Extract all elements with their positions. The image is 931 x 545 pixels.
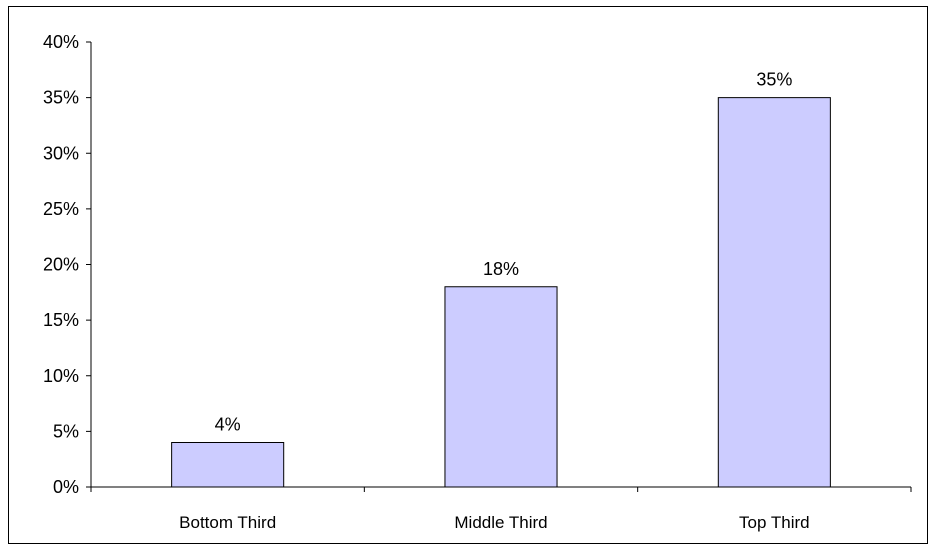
y-tick-label: 10% — [43, 366, 79, 386]
data-label: 35% — [756, 70, 792, 90]
bar-bottom-third — [171, 442, 285, 488]
bar-top-third — [717, 97, 831, 488]
x-category-label: Top Third — [739, 513, 810, 532]
y-tick-label: 35% — [43, 88, 79, 108]
bar-middle-third — [444, 286, 558, 488]
x-category-label: Middle Third — [454, 513, 547, 532]
y-tick-label: 5% — [53, 421, 79, 441]
y-tick-label: 25% — [43, 199, 79, 219]
bars — [171, 97, 831, 488]
x-axis: Bottom Third Middle Third Top Third — [90, 486, 912, 532]
data-label: 4% — [215, 415, 241, 435]
y-tick-label: 30% — [43, 143, 79, 163]
x-category-label: Bottom Third — [179, 513, 276, 532]
y-tick-label: 15% — [43, 310, 79, 330]
data-labels: 4% 18% 35% — [215, 70, 793, 435]
y-tick-label: 40% — [43, 32, 79, 52]
y-tick-label: 20% — [43, 255, 79, 275]
y-axis: 0% 5% 10% 15% 20% 25% 30% 35% 40% — [43, 32, 92, 497]
y-tick-label: 0% — [53, 477, 79, 497]
data-label: 18% — [483, 259, 519, 279]
